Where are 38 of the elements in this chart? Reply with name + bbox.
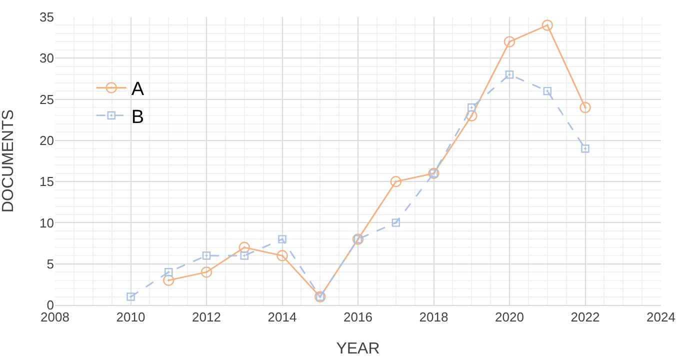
point xyxy=(238,242,250,253)
point xyxy=(390,176,402,188)
legend-label: A xyxy=(131,79,144,100)
point xyxy=(504,36,516,48)
y-tick-label: 30 xyxy=(40,50,54,66)
point xyxy=(466,110,478,122)
point xyxy=(278,235,286,244)
point xyxy=(276,250,288,262)
legend-label: B xyxy=(131,106,144,128)
x-axis-title: YEAR xyxy=(336,340,380,358)
x-tick-label: 2020 xyxy=(495,310,524,325)
y-tick-label: 10 xyxy=(40,215,54,230)
point xyxy=(163,274,174,286)
point xyxy=(200,266,212,278)
y-axis-title: DOCUMENTS xyxy=(0,109,17,213)
point xyxy=(392,218,400,227)
x-tick-label: 2022 xyxy=(570,310,600,325)
x-tick-label: 2010 xyxy=(116,310,146,325)
point xyxy=(240,252,248,260)
point xyxy=(505,70,514,79)
y-tick-label: 35 xyxy=(40,10,54,25)
y-tick-label: 25 xyxy=(40,92,54,107)
point xyxy=(543,86,552,96)
x-tick-label: 2014 xyxy=(268,310,297,325)
point xyxy=(126,292,135,301)
x-tick-label: 2016 xyxy=(344,310,372,325)
point xyxy=(468,103,476,112)
point xyxy=(202,252,211,260)
y-tick-label: 5 xyxy=(46,256,54,272)
y-tick-label: 20 xyxy=(40,132,54,148)
point xyxy=(581,144,590,153)
x-tick-label: 2018 xyxy=(419,310,448,325)
point xyxy=(164,268,173,276)
y-tick-label: 15 xyxy=(40,174,54,190)
x-tick-label: 2012 xyxy=(192,310,221,325)
x-tick-label: 2024 xyxy=(646,310,676,325)
point xyxy=(580,102,591,114)
point xyxy=(542,20,553,31)
